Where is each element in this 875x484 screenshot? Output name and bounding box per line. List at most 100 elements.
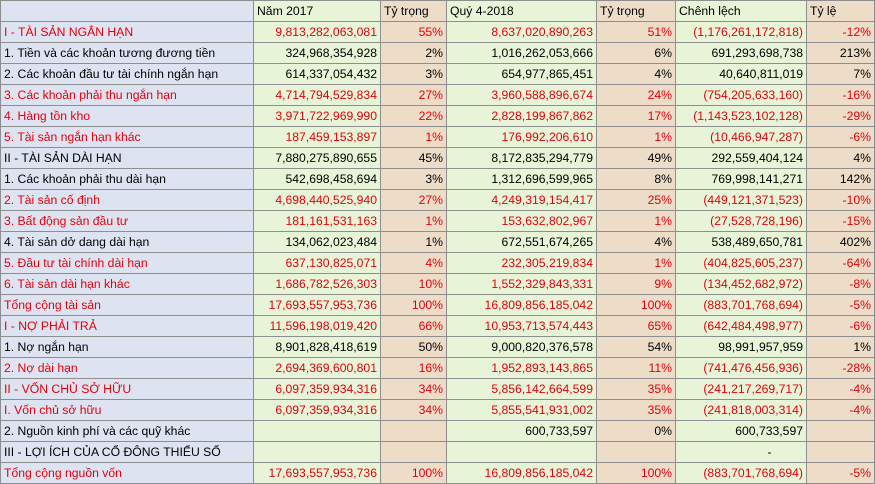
value-2017-cell[interactable]: 9,813,282,063,081 <box>253 21 381 43</box>
value-q4-2018-cell[interactable]: 176,992,206,610 <box>446 126 597 148</box>
weight-2017-cell[interactable]: 55% <box>380 21 447 43</box>
row-label-cell[interactable]: II - VỐN CHỦ SỞ HỮU <box>0 378 254 400</box>
ratio-cell[interactable]: -4% <box>806 399 875 421</box>
difference-cell[interactable]: - <box>675 441 807 463</box>
weight-2017-cell[interactable]: 34% <box>380 399 447 421</box>
row-label-cell[interactable]: 1. Tiền và các khoản tương đương tiền <box>0 42 254 64</box>
weight-q4-2018-cell[interactable]: 1% <box>596 252 676 274</box>
value-2017-cell[interactable]: 7,880,275,890,655 <box>253 147 381 169</box>
row-label-cell[interactable]: III - LỢI ÍCH CỦA CỔ ĐÔNG THIỂU SỐ <box>0 441 254 463</box>
weight-q4-2018-cell[interactable]: 17% <box>596 105 676 127</box>
difference-cell[interactable]: (27,528,728,196) <box>675 210 807 232</box>
difference-cell[interactable]: (241,818,003,314) <box>675 399 807 421</box>
header-cell-q4-2018[interactable]: Quý 4-2018 <box>446 0 597 22</box>
value-q4-2018-cell[interactable]: 5,856,142,664,599 <box>446 378 597 400</box>
weight-q4-2018-cell[interactable]: 11% <box>596 357 676 379</box>
weight-2017-cell[interactable]: 34% <box>380 378 447 400</box>
value-q4-2018-cell[interactable]: 1,312,696,599,965 <box>446 168 597 190</box>
difference-cell[interactable]: 292,559,404,124 <box>675 147 807 169</box>
row-label-cell[interactable]: I. Vốn chủ sở hữu <box>0 399 254 421</box>
ratio-cell[interactable] <box>806 441 875 463</box>
value-2017-cell[interactable]: 4,698,440,525,940 <box>253 189 381 211</box>
weight-q4-2018-cell[interactable]: 35% <box>596 399 676 421</box>
row-label-cell[interactable]: 1. Các khoản phải thu dài hạn <box>0 168 254 190</box>
value-2017-cell[interactable]: 17,693,557,953,736 <box>253 462 381 484</box>
difference-cell[interactable]: (10,466,947,287) <box>675 126 807 148</box>
value-q4-2018-cell[interactable]: 16,809,856,185,042 <box>446 294 597 316</box>
value-q4-2018-cell[interactable]: 2,828,199,867,862 <box>446 105 597 127</box>
weight-2017-cell[interactable]: 27% <box>380 84 447 106</box>
value-2017-cell[interactable]: 324,968,354,928 <box>253 42 381 64</box>
row-label-cell[interactable]: Tổng cộng tài sản <box>0 294 254 316</box>
header-cell-difference[interactable]: Chênh lệch <box>675 0 807 22</box>
row-label-cell[interactable]: 5. Tài sản ngắn hạn khác <box>0 126 254 148</box>
value-q4-2018-cell[interactable]: 1,952,893,143,865 <box>446 357 597 379</box>
value-q4-2018-cell[interactable]: 672,551,674,265 <box>446 231 597 253</box>
row-label-cell[interactable]: 2. Tài sản cố định <box>0 189 254 211</box>
value-q4-2018-cell[interactable] <box>446 441 597 463</box>
difference-cell[interactable]: (241,217,269,717) <box>675 378 807 400</box>
ratio-cell[interactable]: -64% <box>806 252 875 274</box>
weight-2017-cell[interactable]: 1% <box>380 210 447 232</box>
weight-q4-2018-cell[interactable]: 25% <box>596 189 676 211</box>
difference-cell[interactable]: (642,484,498,977) <box>675 315 807 337</box>
weight-q4-2018-cell[interactable]: 49% <box>596 147 676 169</box>
value-q4-2018-cell[interactable]: 8,172,835,294,779 <box>446 147 597 169</box>
value-q4-2018-cell[interactable]: 1,552,329,843,331 <box>446 273 597 295</box>
value-q4-2018-cell[interactable]: 600,733,597 <box>446 420 597 442</box>
weight-q4-2018-cell[interactable]: 65% <box>596 315 676 337</box>
difference-cell[interactable]: (134,452,682,972) <box>675 273 807 295</box>
header-cell-weight-2018[interactable]: Tỷ trọng <box>596 0 676 22</box>
ratio-cell[interactable]: -8% <box>806 273 875 295</box>
row-label-cell[interactable]: I - TÀI SẢN NGẮN HẠN <box>0 21 254 43</box>
value-2017-cell[interactable]: 6,097,359,934,316 <box>253 378 381 400</box>
weight-2017-cell[interactable]: 1% <box>380 126 447 148</box>
value-2017-cell[interactable]: 3,971,722,969,990 <box>253 105 381 127</box>
value-2017-cell[interactable]: 187,459,153,897 <box>253 126 381 148</box>
difference-cell[interactable]: 600,733,597 <box>675 420 807 442</box>
value-2017-cell[interactable] <box>253 441 381 463</box>
weight-2017-cell[interactable] <box>380 441 447 463</box>
ratio-cell[interactable]: -5% <box>806 294 875 316</box>
difference-cell[interactable]: (883,701,768,694) <box>675 294 807 316</box>
value-q4-2018-cell[interactable]: 1,016,262,053,666 <box>446 42 597 64</box>
difference-cell[interactable]: (449,121,371,523) <box>675 189 807 211</box>
weight-q4-2018-cell[interactable] <box>596 441 676 463</box>
header-cell-year-2017[interactable]: Năm 2017 <box>253 0 381 22</box>
value-2017-cell[interactable]: 8,901,828,418,619 <box>253 336 381 358</box>
difference-cell[interactable]: (1,176,261,172,818) <box>675 21 807 43</box>
value-2017-cell[interactable]: 17,693,557,953,736 <box>253 294 381 316</box>
ratio-cell[interactable]: 213% <box>806 42 875 64</box>
weight-2017-cell[interactable]: 100% <box>380 462 447 484</box>
weight-q4-2018-cell[interactable]: 1% <box>596 126 676 148</box>
weight-q4-2018-cell[interactable]: 0% <box>596 420 676 442</box>
value-q4-2018-cell[interactable]: 654,977,865,451 <box>446 63 597 85</box>
ratio-cell[interactable]: -16% <box>806 84 875 106</box>
difference-cell[interactable]: (741,476,456,936) <box>675 357 807 379</box>
value-2017-cell[interactable]: 134,062,023,484 <box>253 231 381 253</box>
difference-cell[interactable]: (1,143,523,102,128) <box>675 105 807 127</box>
value-2017-cell[interactable]: 11,596,198,019,420 <box>253 315 381 337</box>
weight-q4-2018-cell[interactable]: 51% <box>596 21 676 43</box>
weight-q4-2018-cell[interactable]: 9% <box>596 273 676 295</box>
value-2017-cell[interactable]: 1,686,782,526,303 <box>253 273 381 295</box>
weight-2017-cell[interactable]: 22% <box>380 105 447 127</box>
row-label-cell[interactable]: 2. Các khoản đầu tư tài chính ngắn hạn <box>0 63 254 85</box>
value-q4-2018-cell[interactable]: 9,000,820,376,578 <box>446 336 597 358</box>
ratio-cell[interactable]: -29% <box>806 105 875 127</box>
difference-cell[interactable]: (404,825,605,237) <box>675 252 807 274</box>
value-2017-cell[interactable]: 542,698,458,694 <box>253 168 381 190</box>
weight-q4-2018-cell[interactable]: 54% <box>596 336 676 358</box>
weight-q4-2018-cell[interactable]: 4% <box>596 231 676 253</box>
row-label-cell[interactable]: 2. Nợ dài hạn <box>0 357 254 379</box>
row-label-cell[interactable]: 2. Nguồn kinh phí và các quỹ khác <box>0 420 254 442</box>
ratio-cell[interactable]: -28% <box>806 357 875 379</box>
row-label-cell[interactable]: II - TÀI SẢN DÀI HẠN <box>0 147 254 169</box>
value-q4-2018-cell[interactable]: 4,249,319,154,417 <box>446 189 597 211</box>
row-label-cell[interactable]: I - NỢ PHẢI TRẢ <box>0 315 254 337</box>
value-q4-2018-cell[interactable]: 5,855,541,931,002 <box>446 399 597 421</box>
difference-cell[interactable]: 691,293,698,738 <box>675 42 807 64</box>
ratio-cell[interactable] <box>806 420 875 442</box>
row-label-cell[interactable]: 4. Hàng tồn kho <box>0 105 254 127</box>
value-2017-cell[interactable]: 614,337,054,432 <box>253 63 381 85</box>
